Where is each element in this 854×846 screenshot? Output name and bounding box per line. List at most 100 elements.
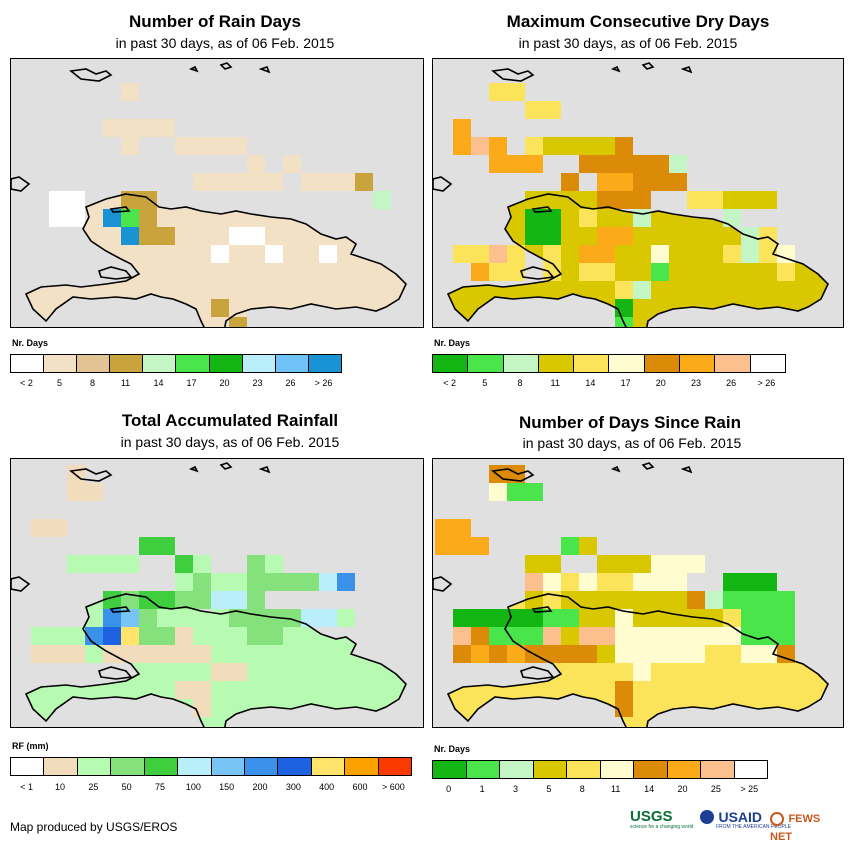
legend-swatch: [701, 761, 735, 778]
pixel-cell: [525, 609, 543, 627]
map-canvas: [11, 62, 407, 327]
legend-swatch: [242, 355, 276, 372]
pixel-cell: [67, 555, 85, 573]
pixel-cell: [229, 663, 247, 681]
pixel-cell: [525, 555, 543, 573]
pixel-cell: [759, 609, 777, 627]
pixel-cell: [471, 609, 489, 627]
pixel-cell: [525, 155, 543, 173]
pixel-cell: [633, 573, 651, 591]
pixel-cell: [49, 209, 67, 227]
pixel-cell: [759, 591, 777, 609]
pixel-cell: [175, 555, 193, 573]
legend-label: 14: [585, 378, 596, 388]
legend-label: 14: [153, 378, 164, 388]
pixel-cell: [543, 227, 561, 245]
legend-swatch: [538, 355, 575, 372]
usgs-logo: USGS science for a changing world: [630, 808, 693, 830]
pixel-cell: [175, 573, 193, 591]
pixel-cell: [175, 627, 193, 645]
legend-label: 8: [579, 784, 585, 794]
pixel-cell: [615, 155, 633, 173]
legend-label: 8: [89, 378, 96, 388]
pixel-cell: [759, 191, 777, 209]
coastline: [641, 62, 655, 70]
pixel-cell: [229, 609, 247, 627]
pixel-cell: [229, 227, 247, 245]
coastline: [24, 593, 407, 727]
pixel-cell: [489, 645, 507, 663]
coastline: [11, 176, 31, 192]
pixel-cell: [597, 245, 615, 263]
legend-swatch: [609, 355, 645, 372]
pixel-cell: [651, 645, 669, 663]
pixel-cell: [615, 191, 633, 209]
pixel-cell: [103, 591, 121, 609]
pixel-cell: [49, 519, 67, 537]
pixel-cell: [67, 627, 85, 645]
pixel-cell: [247, 555, 265, 573]
pixel-cell: [139, 537, 157, 555]
pixel-cell: [121, 591, 139, 609]
pixel-cell: [139, 191, 157, 209]
legend-label: 8: [517, 378, 523, 388]
coastline: [433, 176, 453, 192]
pixel-cell: [67, 645, 85, 663]
pixel-cell: [157, 227, 175, 245]
dry-days-map: [432, 58, 844, 328]
pixel-cell: [777, 263, 795, 281]
pixel-cell: [723, 209, 741, 227]
pixel-cell: [543, 627, 561, 645]
pixel-cell: [615, 263, 633, 281]
pixel-cell: [157, 119, 175, 137]
pixel-cell: [561, 573, 579, 591]
pixel-cell: [453, 137, 471, 155]
pixel-cell: [633, 173, 651, 191]
pixel-cell: [229, 173, 247, 191]
coastline: [531, 606, 553, 613]
legend-swatch: [275, 355, 309, 372]
pixel-grid: [49, 83, 391, 327]
legend-swatch: [634, 761, 668, 778]
legend-label: 17: [620, 378, 631, 388]
pixel-cell: [435, 537, 453, 555]
legend-label: 20: [219, 378, 230, 388]
pixel-cell: [489, 137, 507, 155]
legend-swatch: [44, 758, 78, 775]
pixel-cell: [337, 173, 355, 191]
pixel-cell: [615, 591, 633, 609]
pixel-cell: [687, 555, 705, 573]
pixel-cell: [759, 573, 777, 591]
coastline: [188, 65, 199, 73]
legend-colorbar: [432, 760, 768, 779]
pixel-cell: [669, 627, 687, 645]
pixel-cell: [633, 663, 651, 681]
coastline: [109, 606, 131, 613]
pixel-cell: [507, 83, 525, 101]
pixel-cell: [633, 155, 651, 173]
coastline: [69, 68, 113, 82]
pixel-cell: [193, 555, 211, 573]
pixel-cell: [651, 591, 669, 609]
legend-label: < 2: [20, 378, 33, 388]
pixel-cell: [669, 591, 687, 609]
coastline: [446, 193, 829, 327]
pixel-cell: [759, 645, 777, 663]
pixel-cell: [247, 155, 265, 173]
pixel-cell: [139, 119, 157, 137]
legend-label: 25: [710, 784, 721, 794]
pixel-cell: [31, 519, 49, 537]
pixel-grid: [31, 465, 355, 717]
pixel-cell: [319, 245, 337, 263]
pixel-cell: [507, 465, 525, 483]
pixel-cell: [175, 681, 193, 699]
pixel-cell: [85, 645, 103, 663]
legend-swatch: [567, 761, 601, 778]
legend-label: 5: [546, 784, 552, 794]
coastline: [219, 62, 233, 70]
pixel-cell: [85, 555, 103, 573]
legend-swatch: [44, 355, 78, 372]
pixel-cell: [579, 191, 597, 209]
legend-swatch: [11, 355, 45, 372]
pixel-cell: [597, 645, 615, 663]
